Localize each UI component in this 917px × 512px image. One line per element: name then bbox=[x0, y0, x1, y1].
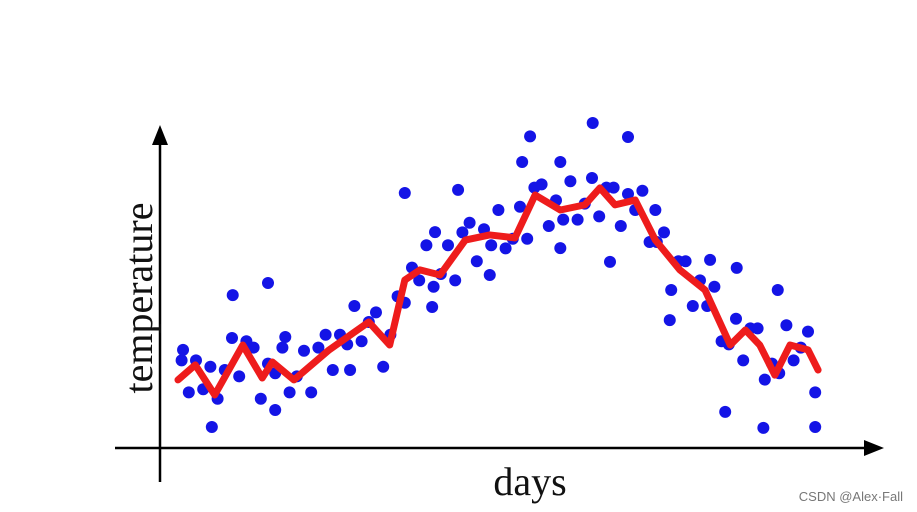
y-axis-arrow bbox=[152, 125, 168, 145]
data-point bbox=[175, 354, 188, 367]
data-point bbox=[226, 289, 239, 302]
data-point bbox=[708, 280, 721, 293]
data-point bbox=[312, 341, 325, 354]
data-point bbox=[704, 253, 717, 266]
moving-average-line bbox=[174, 184, 822, 399]
data-point bbox=[571, 213, 584, 226]
data-point bbox=[516, 156, 529, 168]
data-point bbox=[298, 344, 310, 357]
data-point bbox=[427, 280, 440, 293]
data-point bbox=[809, 386, 822, 399]
data-point bbox=[665, 284, 678, 296]
data-point bbox=[542, 220, 555, 232]
data-point bbox=[269, 404, 282, 416]
data-point bbox=[348, 300, 361, 312]
data-point bbox=[649, 204, 662, 216]
data-point bbox=[420, 239, 433, 252]
data-point bbox=[658, 226, 670, 239]
data-point bbox=[226, 332, 238, 344]
watermark: CSDN @Alex·Fall bbox=[799, 489, 903, 504]
data-point bbox=[463, 216, 476, 229]
data-point bbox=[305, 386, 318, 399]
data-point bbox=[254, 392, 267, 405]
data-point bbox=[679, 255, 692, 268]
data-point bbox=[663, 314, 676, 327]
data-point bbox=[344, 364, 357, 376]
data-point bbox=[326, 364, 339, 376]
data-point bbox=[719, 405, 732, 418]
plot-area bbox=[174, 116, 822, 434]
data-point bbox=[355, 335, 368, 348]
data-point bbox=[470, 255, 483, 268]
data-point bbox=[730, 312, 742, 325]
data-point bbox=[607, 181, 620, 194]
data-point bbox=[177, 343, 190, 356]
data-point bbox=[780, 319, 793, 332]
data-point bbox=[413, 274, 426, 287]
data-point bbox=[771, 284, 784, 296]
data-point bbox=[499, 242, 512, 255]
data-point bbox=[449, 274, 462, 287]
data-point bbox=[247, 341, 260, 354]
data-point bbox=[554, 156, 567, 168]
data-point bbox=[622, 131, 634, 144]
data-point bbox=[521, 232, 534, 245]
data-point bbox=[262, 276, 274, 289]
data-point bbox=[514, 200, 526, 213]
data-point bbox=[564, 175, 577, 188]
data-point bbox=[279, 331, 292, 344]
data-point bbox=[283, 386, 296, 399]
data-point bbox=[787, 354, 800, 367]
data-point bbox=[456, 226, 469, 239]
data-point bbox=[802, 325, 814, 338]
data-point bbox=[377, 360, 390, 373]
data-point bbox=[205, 420, 218, 433]
data-point bbox=[636, 184, 649, 197]
data-point bbox=[426, 300, 439, 313]
data-point bbox=[586, 116, 599, 129]
data-point bbox=[535, 178, 548, 191]
data-point bbox=[182, 386, 195, 399]
data-point bbox=[737, 354, 750, 367]
data-point bbox=[809, 420, 822, 433]
data-point bbox=[398, 187, 411, 200]
data-point bbox=[614, 220, 627, 232]
x-axis-label: days bbox=[493, 459, 566, 504]
x-axis-arrow bbox=[864, 440, 884, 456]
data-point bbox=[442, 239, 454, 252]
data-point bbox=[758, 373, 771, 386]
data-point bbox=[204, 360, 217, 373]
data-point bbox=[483, 268, 496, 281]
data-point bbox=[593, 210, 606, 223]
data-point bbox=[276, 341, 289, 354]
data-point bbox=[586, 172, 598, 184]
data-point bbox=[452, 183, 465, 196]
data-point bbox=[622, 188, 634, 200]
data-point bbox=[485, 239, 498, 252]
y-axis-label: temperature bbox=[116, 203, 161, 394]
data-point bbox=[730, 261, 743, 274]
data-point bbox=[524, 130, 537, 143]
data-point bbox=[492, 204, 505, 216]
data-point bbox=[319, 328, 332, 341]
data-point bbox=[370, 306, 382, 319]
data-point bbox=[686, 300, 699, 312]
data-point bbox=[554, 242, 567, 255]
data-point bbox=[233, 370, 246, 383]
data-point bbox=[751, 322, 764, 335]
data-point bbox=[429, 226, 442, 239]
data-point bbox=[557, 213, 570, 226]
data-point bbox=[604, 255, 616, 268]
data-point bbox=[757, 421, 770, 434]
